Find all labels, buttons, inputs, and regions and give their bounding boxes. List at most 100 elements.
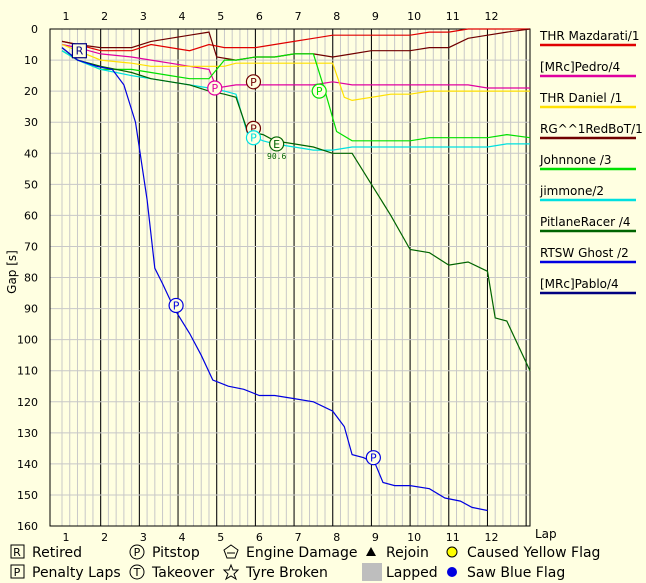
x-tick-label-bottom: 12 bbox=[484, 531, 498, 544]
x-tick-label-top: 2 bbox=[101, 10, 108, 23]
x-tick-label-top: 12 bbox=[484, 10, 498, 23]
y-tick-label: 80 bbox=[24, 272, 38, 285]
y-tick-label: 100 bbox=[17, 334, 38, 347]
x-tick-label-top: 4 bbox=[179, 10, 186, 23]
pitstop-marker-letter: P bbox=[211, 82, 218, 95]
pitstop-marker-letter: P bbox=[173, 299, 180, 312]
x-tick-label-bottom: 6 bbox=[256, 531, 263, 544]
legend-label: [MRc]Pablo/4 bbox=[540, 277, 619, 291]
x-tick-label-top: 1 bbox=[63, 10, 70, 23]
lapped-icon bbox=[362, 563, 382, 581]
key-icon-letter: P bbox=[14, 566, 21, 579]
y-tick-label: 20 bbox=[24, 85, 38, 98]
pitstop-marker bbox=[168, 297, 184, 314]
y-tick-label: 0 bbox=[31, 23, 38, 36]
pitstop-marker bbox=[365, 450, 381, 466]
key-label: Caused Yellow Flag bbox=[467, 545, 600, 561]
engine-damage-marker-letter: E bbox=[273, 138, 280, 151]
tyre-broken-icon bbox=[222, 563, 240, 581]
y-tick-label: 10 bbox=[24, 54, 38, 67]
key-icon-letter: P bbox=[134, 546, 141, 559]
x-tick-label-bottom: 10 bbox=[407, 531, 421, 544]
series-line bbox=[61, 43, 530, 89]
pitstop-marker-letter: P bbox=[250, 132, 257, 145]
key-circle-icon bbox=[129, 544, 145, 560]
x-tick-label-top: 11 bbox=[446, 10, 460, 23]
key-label: Retired bbox=[32, 545, 82, 561]
pitstop-marker-letter: P bbox=[250, 76, 257, 89]
x-tick-label-top: 8 bbox=[333, 10, 340, 23]
x-axis-title: Lap bbox=[535, 527, 557, 541]
legend-label: [MRc]Pedro/4 bbox=[540, 60, 620, 74]
series-line bbox=[61, 43, 530, 102]
series-line bbox=[61, 47, 531, 371]
key-label: Rejoin bbox=[386, 545, 429, 561]
grid-lines bbox=[50, 28, 530, 527]
legend-label: THR Daniel /1 bbox=[539, 91, 622, 105]
pitstop-marker-letter: P bbox=[316, 85, 323, 98]
x-tick-label-bottom: 4 bbox=[179, 531, 186, 544]
event-key: R Retired P Pitstop Engine Damage Rejoin Cause… bbox=[10, 544, 600, 581]
pitstop-marker-letter: P bbox=[370, 452, 377, 465]
retired-marker bbox=[71, 43, 88, 59]
pitstop-marker bbox=[207, 80, 223, 96]
series-line bbox=[61, 47, 488, 512]
legend-label: PitlaneRacer /4 bbox=[540, 215, 631, 229]
y-tick-label: 50 bbox=[24, 178, 38, 191]
series-line bbox=[61, 28, 530, 52]
y-tick-label: 90 bbox=[24, 303, 38, 316]
y-tick-label: 60 bbox=[24, 209, 38, 222]
y-tick-label: 30 bbox=[24, 116, 38, 129]
key-label: Tyre Broken bbox=[245, 565, 328, 581]
key-square-icon bbox=[10, 564, 25, 579]
y-tick-label: 140 bbox=[17, 458, 38, 471]
x-tick-label-top: 7 bbox=[295, 10, 302, 23]
key-circle-icon bbox=[129, 564, 145, 580]
pitstop-marker bbox=[311, 83, 327, 99]
series-line bbox=[61, 50, 531, 142]
y-tick-label: 70 bbox=[24, 240, 38, 253]
x-tick-label-top: 5 bbox=[217, 10, 224, 23]
blue-flag-icon bbox=[447, 567, 457, 577]
key-label: Lapped bbox=[386, 565, 438, 581]
yellow-flag-icon bbox=[446, 546, 458, 558]
key-label: Pitstop bbox=[152, 545, 200, 561]
legend-label: RTSW Ghost /2 bbox=[540, 246, 629, 260]
pitstop-marker bbox=[245, 74, 262, 90]
y-tick-label: 160 bbox=[17, 520, 38, 533]
y-tick-label: 130 bbox=[17, 427, 38, 440]
key-label: Penalty Laps bbox=[32, 565, 121, 581]
y-tick-label: 40 bbox=[24, 147, 38, 160]
rejoin-icon bbox=[366, 547, 376, 556]
x-tick-label-bottom: 7 bbox=[295, 531, 302, 544]
x-tick-label-bottom: 3 bbox=[140, 531, 147, 544]
engine-damage-icon bbox=[223, 544, 239, 559]
pitstop-marker bbox=[245, 130, 262, 146]
x-tick-label-top: 6 bbox=[256, 10, 263, 23]
x-tick-label-bottom: 8 bbox=[333, 531, 340, 544]
y-tick-label: 150 bbox=[17, 489, 38, 502]
key-label: Takeover bbox=[151, 565, 214, 581]
legend-label: Johnnone /3 bbox=[539, 153, 612, 167]
y-axis-title: Gap [s] bbox=[5, 250, 19, 294]
engine-damage-marker bbox=[269, 136, 285, 152]
legend: THR Mazdarati/1 [MRc]Pedro/4 THR Daniel /1… bbox=[539, 29, 643, 295]
key-label: Saw Blue Flag bbox=[467, 565, 565, 581]
x-tick-label-bottom: 9 bbox=[372, 531, 379, 544]
pitstop-marker-letter: P bbox=[250, 122, 257, 135]
x-tick-label-top: 9 bbox=[372, 10, 379, 23]
y-tick-label: 120 bbox=[17, 396, 38, 409]
key-label: Engine Damage bbox=[246, 545, 358, 561]
x-tick-label-bottom: 1 bbox=[63, 531, 70, 544]
x-tick-label-bottom: 5 bbox=[217, 531, 224, 544]
legend-label: jimmone/2 bbox=[539, 184, 604, 198]
key-icon-letter: T bbox=[133, 566, 141, 579]
legend-label: RG^^1RedBoT/1 bbox=[540, 122, 643, 136]
legend-label: THR Mazdarati/1 bbox=[539, 29, 640, 43]
key-icon-letter: R bbox=[13, 546, 21, 559]
series-lines bbox=[61, 28, 531, 512]
plot-frame bbox=[49, 28, 531, 527]
x-tick-label-bottom: 11 bbox=[446, 531, 460, 544]
